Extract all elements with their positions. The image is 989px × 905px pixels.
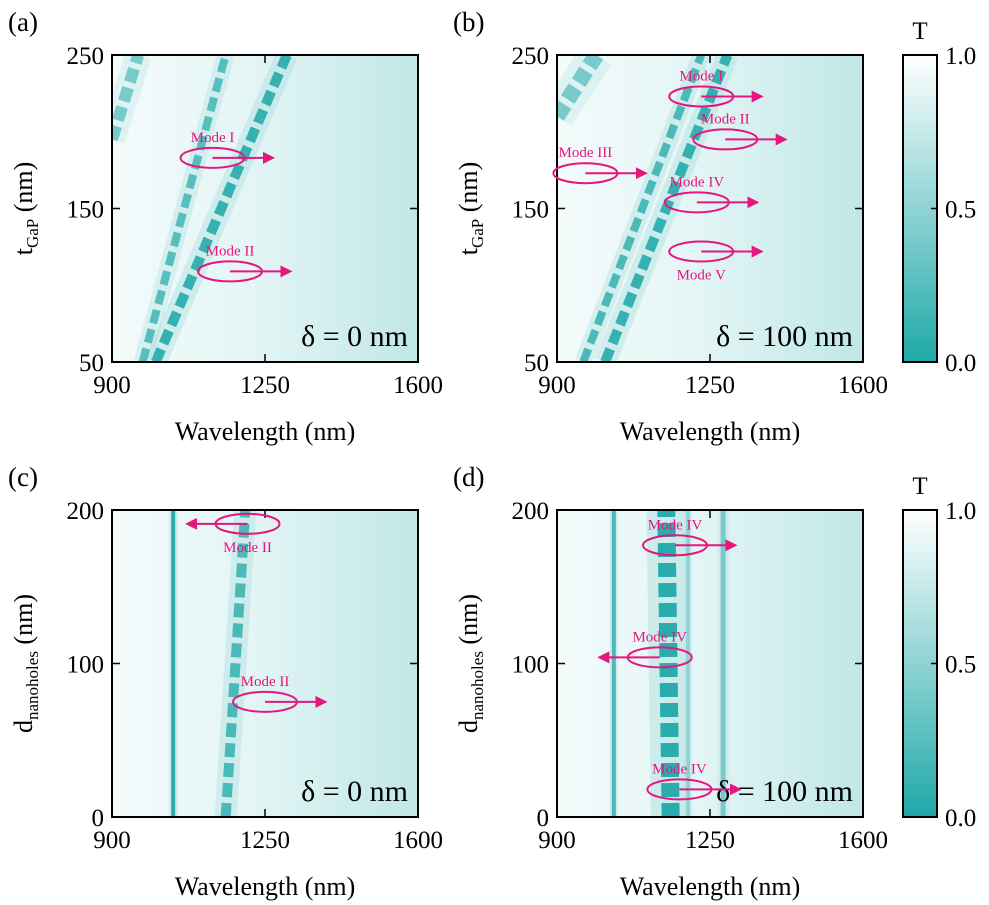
mode-label: Mode II — [701, 111, 750, 127]
colorbar-tick-label: 0.5 — [945, 197, 976, 224]
colorbar-0: T 1.0 0.5 0.0 — [902, 18, 976, 377]
y-tick-label: 50 — [79, 350, 104, 377]
mode-annotation: Mode V — [668, 240, 764, 283]
x-tick-label: 1600 — [838, 827, 888, 854]
colorbar-tick-label: 1.0 — [945, 43, 976, 70]
resonance-bands — [112, 55, 297, 362]
x-tick-label: 1250 — [240, 827, 290, 854]
y-tick-label: 250 — [67, 43, 105, 70]
x-tick-label: 1250 — [240, 372, 290, 399]
resonance-bands — [609, 510, 729, 817]
delta-annotation: δ = 100 nm — [716, 775, 853, 808]
mode-label: Mode III — [559, 145, 613, 161]
mode-annotation: Mode III — [552, 145, 648, 185]
mode-annotation: Mode II — [185, 512, 281, 556]
resonance-bands — [557, 55, 738, 362]
x-tick-label: 1250 — [685, 372, 735, 399]
mode-annotation: Mode IV — [597, 629, 693, 669]
delta-annotation: δ = 0 nm — [301, 775, 408, 808]
x-axis-label: Wavelength (nm) — [175, 872, 356, 901]
y-tick-label: 100 — [67, 652, 105, 679]
mode-label: Mode I — [679, 68, 723, 84]
x-tick-label: 900 — [538, 827, 576, 854]
y-tick-label: 0 — [537, 805, 550, 832]
colorbar-1: T 1.0 0.5 0.0 — [902, 473, 976, 832]
heatmap-background — [557, 510, 863, 817]
colorbar-tick-label: 0.0 — [945, 805, 976, 832]
mode-label: Mode IV — [652, 761, 707, 777]
panel-label: (b) — [453, 7, 484, 37]
mode-label: Mode II — [223, 540, 272, 556]
x-tick-label: 900 — [93, 372, 131, 399]
band-line — [579, 55, 705, 362]
colorbar-tick-label: 0.5 — [945, 652, 976, 679]
y-tick-label: 150 — [67, 197, 105, 224]
colorbar-tick-label: 0.0 — [945, 350, 976, 377]
band-line — [657, 510, 680, 817]
mode-annotation: Mode IV — [646, 761, 742, 801]
delta-annotation: δ = 0 nm — [301, 320, 408, 353]
mode-label: Mode IV — [648, 517, 703, 533]
panel-3: 900 1250 1600 200 100 0 Wavelength (nm) dnanoho… — [453, 462, 888, 901]
y-tick-label: 200 — [512, 498, 550, 525]
mode-label: Mode II — [241, 674, 290, 690]
band-line — [138, 55, 230, 362]
colorbar-title: T — [912, 18, 927, 45]
x-axis-label: Wavelength (nm) — [620, 872, 801, 901]
panel-2: 900 1250 1600 200 100 0 Wavelength (nm) dnanoho… — [8, 462, 443, 901]
mode-annotation: Mode I — [668, 68, 764, 108]
x-axis-label: Wavelength (nm) — [620, 417, 801, 446]
y-axis-label: tGaP (nm) — [9, 162, 42, 256]
y-tick-label: 0 — [92, 805, 105, 832]
x-tick-label: 900 — [93, 827, 131, 854]
x-tick-label: 1600 — [393, 372, 443, 399]
band-line — [112, 55, 144, 142]
band-line — [220, 510, 251, 817]
mode-label: Mode IV — [632, 629, 687, 645]
colorbar-title: T — [912, 473, 927, 500]
mode-annotation: Mode II — [197, 243, 293, 283]
x-tick-label: 1600 — [838, 372, 888, 399]
x-axis-label: Wavelength (nm) — [175, 417, 356, 446]
mode-label: Mode II — [206, 243, 255, 259]
mode-label: Mode I — [191, 130, 235, 146]
mode-annotation: Mode II — [232, 674, 328, 713]
mode-annotation: Mode IV — [642, 517, 738, 557]
mode-label: Mode V — [677, 267, 726, 283]
panel-label: (a) — [8, 7, 38, 37]
x-tick-label: 1600 — [393, 827, 443, 854]
x-tick-label: 1250 — [685, 827, 735, 854]
heatmap-panels: 900 1250 1600 250 150 50 Wavelength (nm) tGaP (… — [8, 7, 888, 901]
panel-0: 900 1250 1600 250 150 50 Wavelength (nm) tGaP (… — [8, 7, 443, 446]
panel-1: 900 1250 1600 250 150 50 Wavelength (nm) tGaP (… — [453, 7, 888, 446]
heatmap-background — [112, 55, 418, 362]
mode-annotation: Mode I — [179, 130, 275, 169]
y-axis-label: dnanoholes (nm) — [9, 594, 42, 733]
band-line — [600, 55, 733, 362]
resonance-bands — [168, 510, 257, 817]
x-tick-label: 900 — [538, 372, 576, 399]
mode-annotation: Mode II — [692, 111, 788, 151]
y-tick-label: 200 — [67, 498, 105, 525]
colorbar-tick-label: 1.0 — [945, 498, 976, 525]
y-axis-label: tGaP (nm) — [454, 162, 487, 256]
panel-label: (c) — [8, 462, 38, 492]
colorbars: T 1.0 0.5 0.0 T 1.0 0.5 0.0 — [902, 18, 976, 832]
band-line — [557, 55, 604, 121]
mode-annotation: Mode IV — [663, 174, 760, 214]
y-tick-label: 250 — [512, 43, 550, 70]
heatmap-background — [112, 510, 418, 817]
y-tick-label: 50 — [524, 350, 549, 377]
mode-label: Mode IV — [670, 174, 725, 190]
y-tick-label: 100 — [512, 652, 550, 679]
y-tick-label: 150 — [512, 197, 550, 224]
delta-annotation: δ = 100 nm — [716, 320, 853, 353]
band-line — [151, 55, 292, 362]
y-axis-label: dnanoholes (nm) — [454, 594, 487, 733]
panel-label: (d) — [453, 462, 484, 492]
